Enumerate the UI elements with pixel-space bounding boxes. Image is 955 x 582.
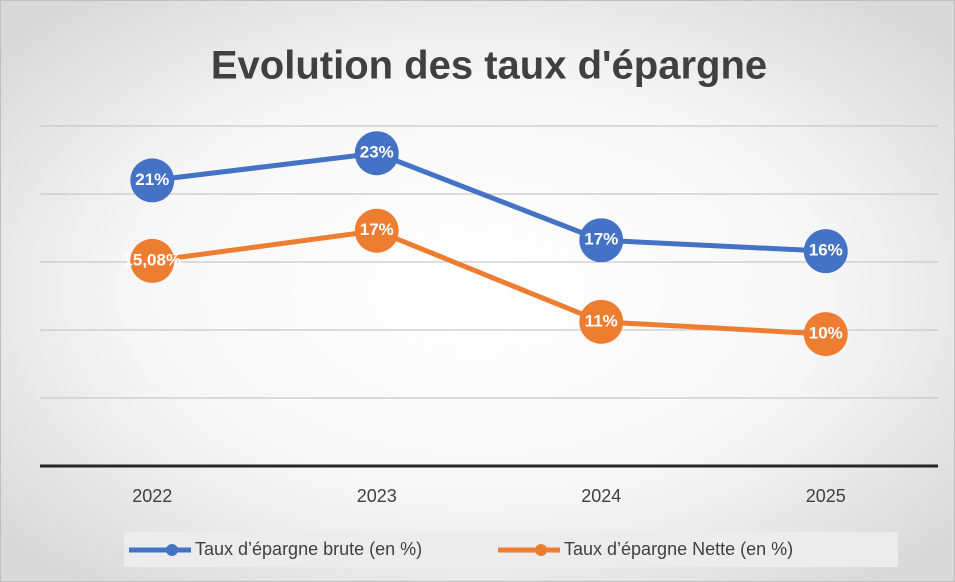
marker <box>803 229 848 274</box>
data-label: 16% <box>809 241 843 260</box>
marker <box>354 208 399 253</box>
data-label: 15,08% <box>123 250 181 269</box>
x-tick-label: 2023 <box>357 486 397 506</box>
chart-title: Evolution des taux d'épargne <box>211 44 767 88</box>
data-label: 23% <box>360 143 394 162</box>
marker <box>130 238 175 283</box>
legend-marker <box>166 544 178 556</box>
x-tick-label: 2024 <box>581 486 621 506</box>
x-tick-label: 2025 <box>806 486 846 506</box>
series-line <box>151 228 826 337</box>
data-label: 10% <box>809 324 843 343</box>
x-tick-label: 2022 <box>132 486 172 506</box>
marker <box>803 312 848 357</box>
marker <box>354 131 399 176</box>
marker <box>579 299 624 344</box>
data-label: 11% <box>585 311 618 330</box>
legend-label: Taux d’épargne brute (en %) <box>195 539 422 559</box>
legend-label: Taux d’épargne Nette (en %) <box>564 539 793 559</box>
data-label: 21% <box>135 170 169 189</box>
data-label: 17% <box>584 230 618 249</box>
legend-marker <box>535 544 547 556</box>
marker <box>130 158 175 203</box>
series-line <box>151 150 826 254</box>
data-label: 17% <box>360 220 394 239</box>
marker <box>579 218 624 263</box>
